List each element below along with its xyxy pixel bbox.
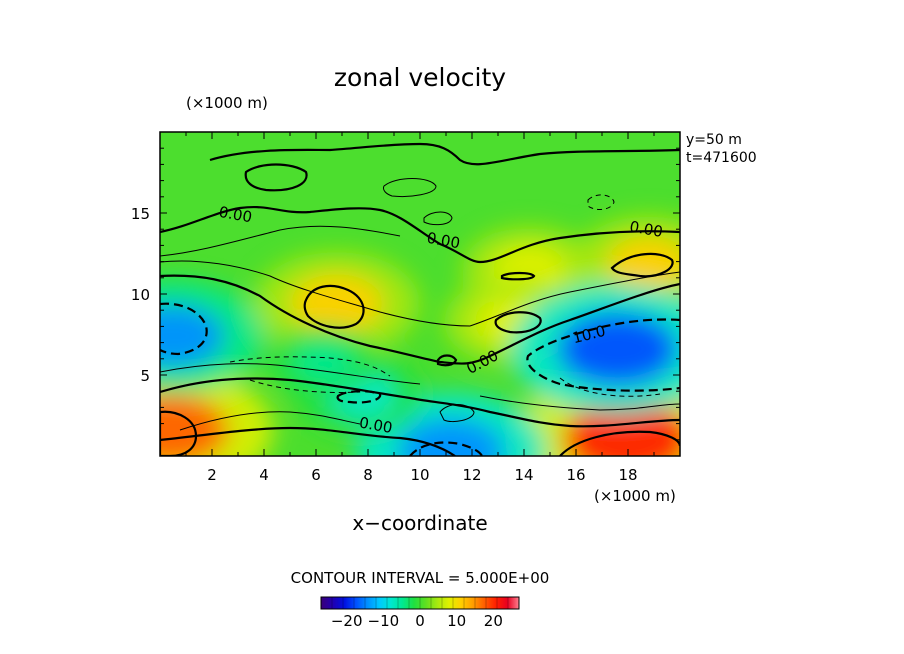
info-y-level: y=50 m — [686, 132, 742, 148]
field-min-core-6 — [557, 312, 678, 386]
contour-minus-five-small — [336, 390, 382, 404]
contour-ten-max-center — [303, 284, 365, 329]
field-min-core-10 — [293, 341, 355, 383]
field-max-core-0 — [290, 274, 384, 333]
contour-zero-middle — [160, 274, 680, 365]
contour-minus-ten-right — [526, 318, 680, 392]
contour-small-bottom-1 — [439, 404, 475, 423]
x-tick-label: 16 — [566, 466, 585, 484]
contour-lines — [160, 142, 680, 456]
contour-small-top-1 — [244, 163, 308, 192]
x-tick-label: 10 — [410, 466, 429, 484]
contour-minus-ten-left — [160, 302, 208, 356]
contour-label-0: 0.00 — [217, 203, 253, 227]
axis-ticks: 2 4 6 8 10 12 14 16 18 5 10 15 — [131, 132, 680, 484]
contour-thin-dashed-c — [559, 377, 661, 397]
contour-small-right-1 — [500, 271, 536, 281]
contour-zero-top — [209, 142, 680, 166]
contour-zero-bottom — [160, 426, 456, 456]
colorbar-tick-label: 0 — [415, 612, 425, 630]
colorbar-ticks: −20 −10 0 10 20 — [331, 597, 509, 630]
field-max-core-4 — [606, 236, 680, 290]
y-axis-unit: (×1000 m) — [186, 94, 268, 112]
contour-thin-lower — [160, 363, 421, 385]
contour-interval-text: CONTOUR INTERVAL = 5.000E+00 — [291, 569, 550, 587]
contour-thin-mid — [160, 260, 471, 327]
x-tick-label: 4 — [259, 466, 269, 484]
field-max-core-1 — [160, 394, 229, 456]
contour-small-top-3 — [423, 211, 453, 226]
x-tick-label: 2 — [207, 466, 217, 484]
contour-thin-lower-2 — [479, 395, 680, 411]
contour-minus-ten-bottom — [409, 441, 483, 456]
contour-ten-max-small — [494, 311, 542, 334]
x-axis-label: x−coordinate — [352, 511, 487, 535]
contour-label-5: 0.00 — [358, 413, 394, 437]
contour-thin-bottom — [179, 411, 361, 431]
contour-thin-dashed-d — [587, 194, 615, 210]
colorbar-tick-label: −10 — [368, 612, 400, 630]
contour-small-center-1 — [436, 354, 458, 367]
contour-thin-dashed-a — [229, 356, 391, 377]
y-tick-label: 10 — [131, 286, 150, 304]
contour-ten-max-upper-right — [610, 252, 674, 278]
contour-thin-dashed-b — [249, 379, 361, 393]
colorbar: −20 −10 0 10 20 — [320, 596, 520, 630]
field-min-core-7 — [160, 304, 224, 368]
contour-zero-lower — [160, 377, 680, 428]
contour-small-top-2 — [383, 178, 437, 197]
x-tick-label: 18 — [618, 466, 637, 484]
x-tick-label: 6 — [311, 466, 321, 484]
info-time: t=471600 — [686, 150, 757, 166]
colorbar-tick-label: 20 — [484, 612, 503, 630]
x-tick-label: 8 — [363, 466, 373, 484]
x-tick-label: 12 — [462, 466, 481, 484]
contour-zero-upper — [160, 206, 680, 264]
colorbar-tick-label: −20 — [331, 612, 363, 630]
colorbar-tick-label: 10 — [447, 612, 466, 630]
y-tick-label: 5 — [140, 367, 150, 385]
heatmap-field — [160, 215, 680, 456]
field-max-core-2 — [563, 400, 680, 456]
chart-title: zonal velocity — [334, 63, 506, 92]
x-axis-unit: (×1000 m) — [594, 487, 676, 505]
contour-label-2: 0.00 — [628, 217, 664, 241]
x-tick-label: 14 — [514, 466, 533, 484]
contour-thin-mid-2 — [469, 271, 680, 327]
y-tick-label: 15 — [131, 205, 150, 223]
contour-thin-upper — [160, 225, 401, 257]
contour-label-1: 0.00 — [425, 229, 461, 253]
